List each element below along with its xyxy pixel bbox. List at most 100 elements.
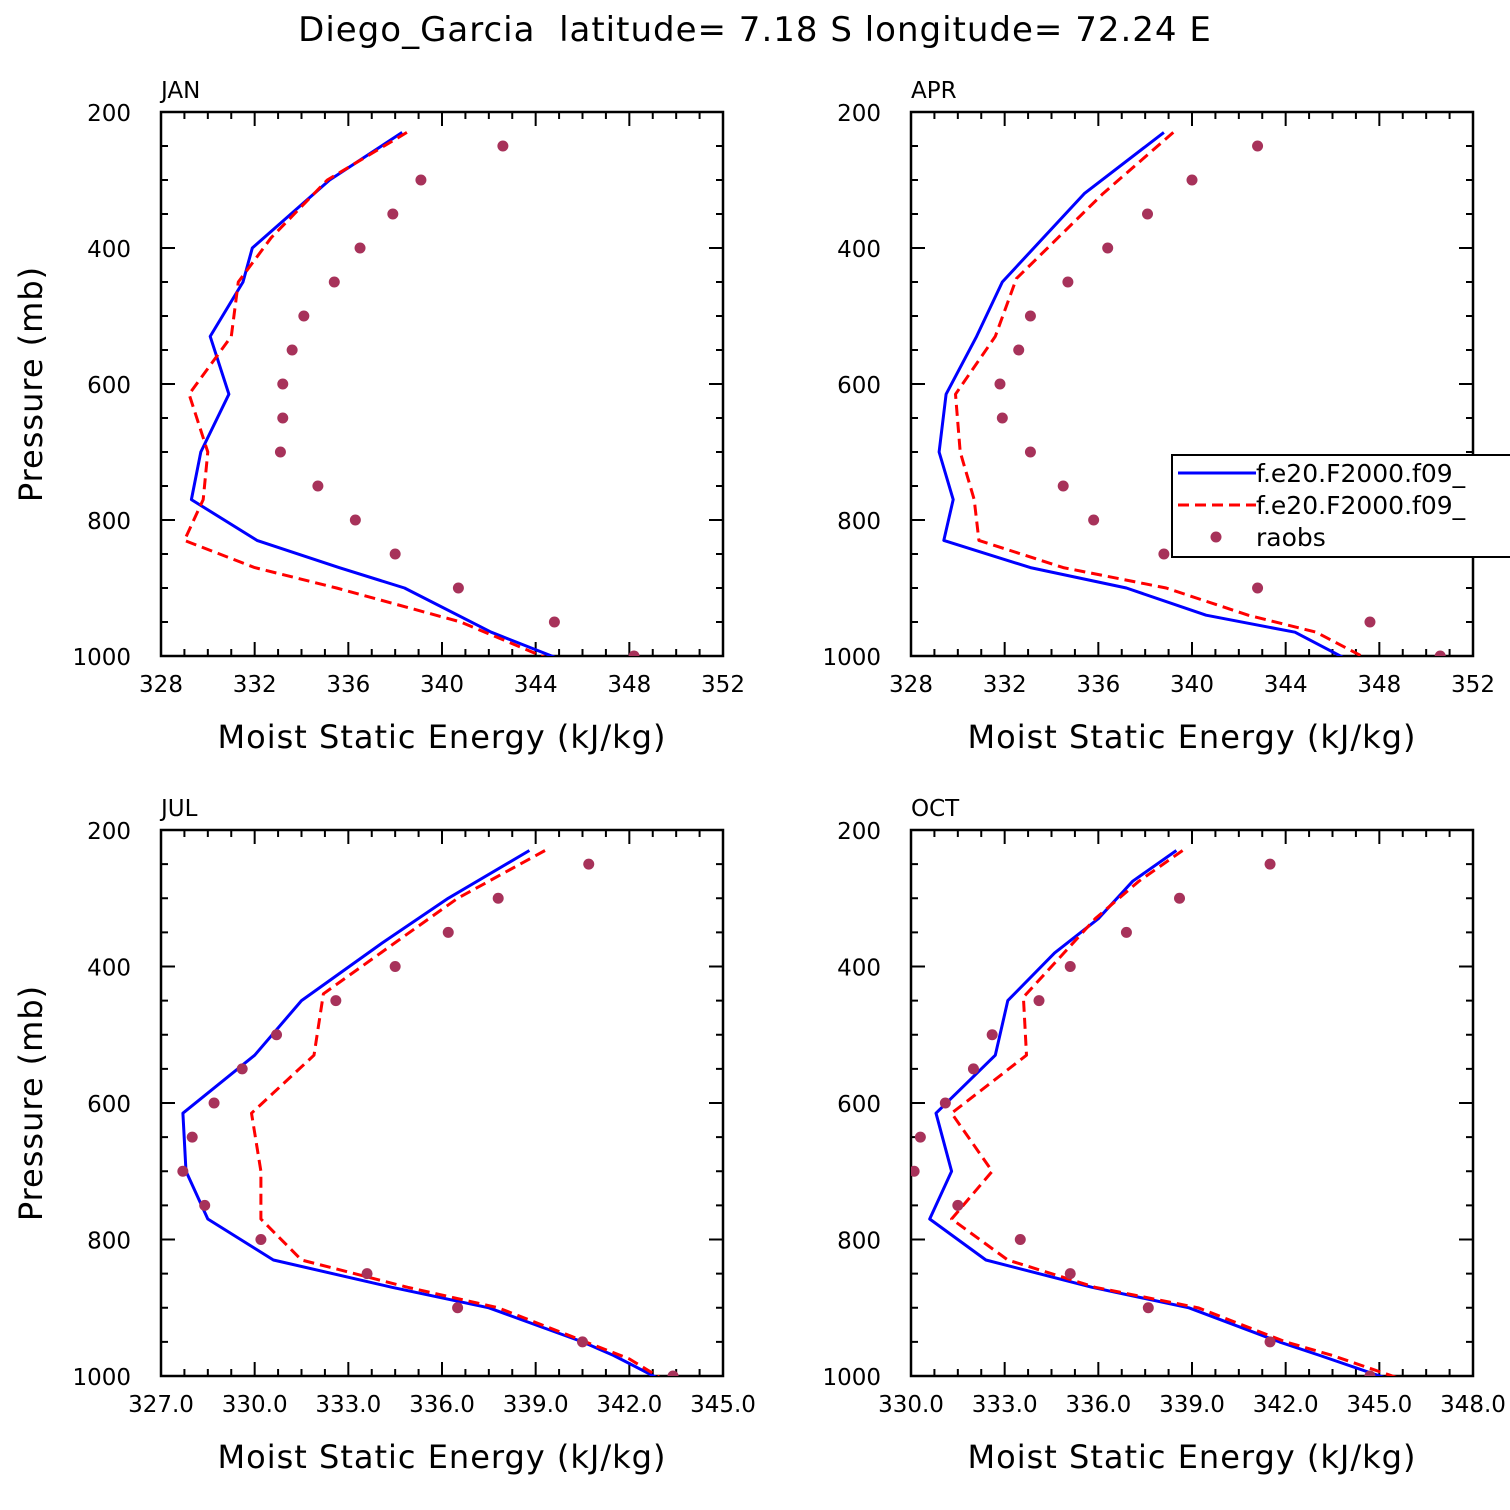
raobs-point <box>208 1097 220 1109</box>
solid-series-line <box>181 849 657 1376</box>
raobs-point <box>312 480 324 492</box>
raobs-point <box>577 1336 588 1348</box>
raobs-point <box>667 1370 679 1376</box>
y-tick-label: 200 <box>87 819 131 845</box>
raobs-point <box>1264 1336 1276 1348</box>
raobs-point <box>1158 548 1170 560</box>
panel-oct: 330.0 333.0 336.0 339.0 342.0 345.0 348.0 200 40… <box>822 796 1505 1476</box>
panel-jul: 327.0 330.0 333.0 336.0 339.0 342.0 345.0 200 40… <box>12 796 756 1476</box>
x-axis-label: Moist Static Energy (kJ/kg) <box>968 718 1417 756</box>
raobs-point <box>177 1165 189 1177</box>
y-tick-label: 400 <box>837 237 881 263</box>
raobs-point <box>967 1063 979 1075</box>
x-tick-label: 336.0 <box>1065 1392 1131 1418</box>
y-tick-label: 400 <box>837 956 881 982</box>
raobs-point <box>389 548 401 560</box>
page-title: Diego_Garcia latitude= 7.18 S longitude=… <box>298 10 1212 50</box>
x-tick-label: 333.0 <box>972 1392 1038 1418</box>
raobs-point <box>497 140 509 152</box>
raobs-point <box>274 446 286 458</box>
raobs-point <box>952 1199 964 1211</box>
x-tick-label: 330.0 <box>222 1392 288 1418</box>
y-tick-label: 600 <box>87 373 131 399</box>
x-axis-label: Moist Static Energy (kJ/kg) <box>218 718 667 756</box>
raobs-point <box>911 1165 920 1177</box>
raobs-point <box>583 858 595 870</box>
dashed-series-line <box>250 849 661 1376</box>
raobs-point <box>330 995 342 1007</box>
panel-title: APR <box>911 78 957 104</box>
raobs-point <box>298 310 310 322</box>
raobs-point <box>1062 276 1074 288</box>
y-tick-label: 800 <box>87 509 131 535</box>
x-tick-label: 342.0 <box>596 1392 662 1418</box>
y-tick-label: 800 <box>87 1229 131 1255</box>
panel-apr: 328 332 336 340 344 348 352 200 400 600 800 1000 APR… <box>822 78 1495 756</box>
plot-frame <box>159 110 725 658</box>
y-axis-label: Pressure (mb) <box>12 985 50 1221</box>
x-tick-label: 339.0 <box>1159 1392 1225 1418</box>
raobs-point <box>328 276 340 288</box>
raobs-point <box>1024 446 1036 458</box>
x-tick-label: 333.0 <box>315 1392 381 1418</box>
x-tick-label: 336 <box>1076 672 1120 698</box>
raobs-point <box>271 1029 283 1041</box>
x-tick-label: 352 <box>1451 672 1495 698</box>
y-tick-label: 600 <box>837 1092 881 1118</box>
raobs-point <box>1252 140 1264 152</box>
x-tick-label: 332 <box>983 672 1027 698</box>
solid-series-line <box>937 131 1344 656</box>
raobs-point <box>1264 858 1276 870</box>
raobs-point <box>1024 310 1036 322</box>
y-tick-label: 800 <box>837 509 881 535</box>
series-group <box>177 849 679 1376</box>
raobs-point <box>1064 1268 1076 1280</box>
raobs-point <box>1013 344 1025 356</box>
y-tick-label: 1000 <box>822 645 881 671</box>
legend-marker-raobs <box>1210 531 1222 543</box>
legend: f.e20.F2000.f09_ f.e20.F2000.f09_raobs <box>1171 454 1510 558</box>
raobs-point <box>1057 480 1069 492</box>
raobs-point <box>199 1199 211 1211</box>
raobs-point <box>492 892 504 904</box>
series-group <box>182 131 640 656</box>
series-group <box>937 131 1446 656</box>
x-tick-label: 336.0 <box>409 1392 475 1418</box>
raobs-point <box>186 1131 198 1143</box>
raobs-point <box>415 174 427 186</box>
raobs-point <box>1186 174 1198 186</box>
x-tick-label: 345.0 <box>690 1392 756 1418</box>
panel-title: JAN <box>159 78 200 104</box>
raobs-point <box>1014 1234 1026 1245</box>
raobs-point <box>628 650 640 656</box>
raobs-point <box>1434 650 1446 656</box>
solid-series-line <box>189 131 556 656</box>
raobs-point <box>986 1029 998 1041</box>
raobs-point <box>255 1234 267 1245</box>
y-tick-label: 1000 <box>822 1365 881 1391</box>
legend-entry-label: f.e20.F2000.f09_ <box>1256 491 1466 520</box>
y-tick-label: 200 <box>837 819 881 845</box>
legend-entry-label: f.e20.F2000.f09_ <box>1256 459 1466 488</box>
x-tick-label: 328 <box>139 672 183 698</box>
x-tick-label: 336 <box>326 672 370 698</box>
y-tick-label: 400 <box>87 237 131 263</box>
raobs-point <box>914 1131 926 1143</box>
x-tick-label: 344 <box>1264 672 1308 698</box>
x-tick-label: 342.0 <box>1253 1392 1319 1418</box>
raobs-point <box>452 582 464 594</box>
dashed-series-line <box>182 131 546 656</box>
x-tick-label: 327.0 <box>128 1392 194 1418</box>
x-tick-label: 328 <box>889 672 933 698</box>
x-tick-label: 332 <box>233 672 277 698</box>
raobs-point <box>387 208 399 220</box>
raobs-point <box>1142 1302 1154 1314</box>
raobs-point <box>1252 582 1264 594</box>
raobs-point <box>994 378 1006 390</box>
x-tick-label: 339.0 <box>503 1392 569 1418</box>
raobs-point <box>361 1268 373 1280</box>
y-tick-label: 600 <box>87 1092 131 1118</box>
y-axis-label: Pressure (mb) <box>12 266 50 502</box>
y-tick-label: 1000 <box>72 1365 131 1391</box>
